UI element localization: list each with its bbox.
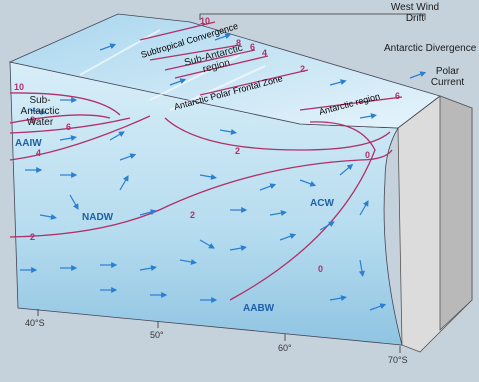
latitude-label: 40°S xyxy=(25,318,45,328)
isotherm-label: 6 xyxy=(395,91,400,101)
isotherm-label: 2 xyxy=(190,210,195,220)
isotherm-label: 2 xyxy=(30,232,35,242)
isotherm-label: 2 xyxy=(235,146,240,156)
label-acw: ACW xyxy=(310,198,334,209)
label-antarctic-divergence: Antarctic Divergence xyxy=(384,43,479,54)
isotherm-label: 10 xyxy=(200,16,210,26)
label-nadw: NADW xyxy=(82,212,113,223)
land-side xyxy=(440,96,472,330)
isotherm-label: 4 xyxy=(262,48,267,58)
latitude-label: 50° xyxy=(150,330,164,340)
latitude-label: 70°S xyxy=(388,355,408,365)
label-polar-current: Polar Current xyxy=(425,66,470,88)
label-aabw: AABW xyxy=(243,303,274,314)
isotherm-label: 0 xyxy=(365,150,370,160)
latitude-label: 60° xyxy=(278,343,292,353)
label-west-wind-drift: West Wind Drift xyxy=(385,2,445,24)
isotherm-label: 2 xyxy=(300,64,305,74)
diagram: Subtropical Convergence Antarctic Polar … xyxy=(0,0,479,382)
isotherm-label: 4 xyxy=(36,148,41,158)
label-sub-antarctic-water: Sub-Antarctic Water xyxy=(10,95,70,128)
label-aaiw: AAIW xyxy=(15,138,42,149)
isotherm-label: 6 xyxy=(250,42,255,52)
isotherm-label: 0 xyxy=(318,264,323,274)
isotherm-label: 10 xyxy=(14,82,24,92)
